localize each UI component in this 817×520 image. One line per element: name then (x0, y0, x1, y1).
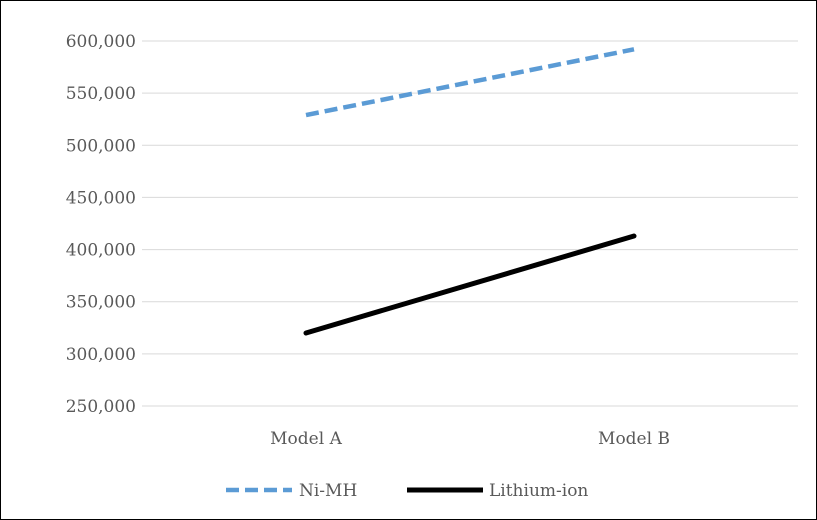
y-axis-tick-labels: 250,000 300,000 350,000 400,000 450,000 500,0… (66, 32, 136, 417)
x-tick-label: Model A (270, 429, 342, 449)
series-line-ni-mh (305, 47, 635, 118)
legend: Ni-MH Lithium-ion (226, 481, 588, 501)
series-line-lithium-ion (303, 233, 637, 336)
x-tick-label: Model B (598, 429, 670, 449)
legend-label: Lithium-ion (489, 481, 588, 501)
y-tick-label: 450,000 (66, 188, 136, 208)
y-tick-label: 250,000 (66, 397, 136, 417)
series-lines (303, 47, 637, 336)
y-tick-label: 350,000 (66, 293, 136, 313)
legend-label: Ni-MH (299, 481, 357, 501)
x-axis-tick-labels: Model A Model B (270, 429, 670, 449)
y-tick-label: 550,000 (66, 84, 136, 104)
y-tick-label: 600,000 (66, 32, 136, 52)
y-tick-label: 300,000 (66, 345, 136, 365)
y-tick-label: 500,000 (66, 136, 136, 156)
gridlines (142, 40, 798, 407)
y-tick-label: 400,000 (66, 241, 136, 261)
